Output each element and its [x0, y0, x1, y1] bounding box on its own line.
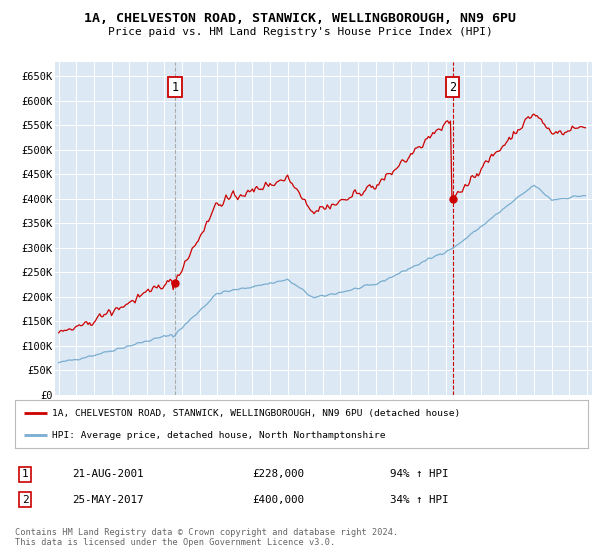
Text: 1: 1	[22, 469, 29, 479]
Text: 21-AUG-2001: 21-AUG-2001	[72, 469, 143, 479]
Text: 25-MAY-2017: 25-MAY-2017	[72, 494, 143, 505]
Text: 2: 2	[449, 81, 456, 94]
Text: £400,000: £400,000	[252, 494, 304, 505]
Text: Contains HM Land Registry data © Crown copyright and database right 2024.
This d: Contains HM Land Registry data © Crown c…	[15, 528, 398, 547]
Text: 34% ↑ HPI: 34% ↑ HPI	[390, 494, 449, 505]
Text: 94% ↑ HPI: 94% ↑ HPI	[390, 469, 449, 479]
Text: 1A, CHELVESTON ROAD, STANWICK, WELLINGBOROUGH, NN9 6PU: 1A, CHELVESTON ROAD, STANWICK, WELLINGBO…	[84, 12, 516, 25]
Text: £228,000: £228,000	[252, 469, 304, 479]
Text: 1: 1	[172, 81, 179, 94]
Text: 2: 2	[22, 494, 29, 505]
Text: Price paid vs. HM Land Registry's House Price Index (HPI): Price paid vs. HM Land Registry's House …	[107, 27, 493, 37]
Text: HPI: Average price, detached house, North Northamptonshire: HPI: Average price, detached house, Nort…	[52, 431, 386, 440]
Text: 1A, CHELVESTON ROAD, STANWICK, WELLINGBOROUGH, NN9 6PU (detached house): 1A, CHELVESTON ROAD, STANWICK, WELLINGBO…	[52, 409, 460, 418]
